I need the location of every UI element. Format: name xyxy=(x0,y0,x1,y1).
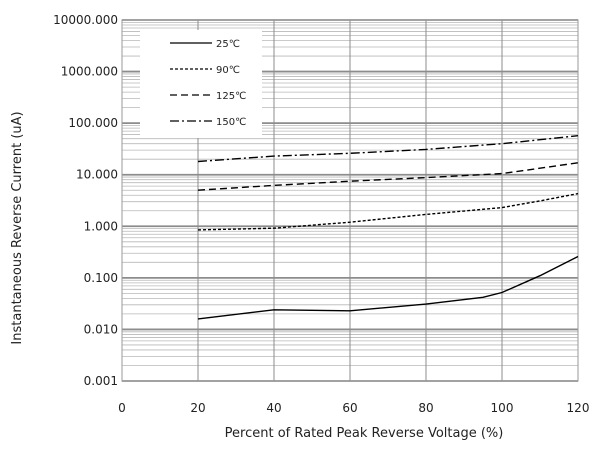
series-line xyxy=(197,192,579,231)
y-tick-label: 0.100 xyxy=(84,271,118,285)
tick-labels: 0.001 0.010 0.100 1.000 10.000 100.000 1000.00… xyxy=(53,13,589,415)
x-tick-label: 80 xyxy=(418,401,433,415)
y-tick-label: 0.001 xyxy=(84,374,118,388)
y-tick-label: 10000.000 xyxy=(53,13,118,27)
legend-label: 25℃ xyxy=(216,39,240,50)
series-layer xyxy=(197,135,579,320)
legend-box xyxy=(140,30,262,138)
y-tick-label: 1.000 xyxy=(84,219,118,233)
legend-label: 90℃ xyxy=(216,65,240,76)
series-line xyxy=(197,135,579,163)
x-tick-label: 20 xyxy=(190,401,205,415)
plot-frame xyxy=(121,19,579,382)
y-tick-label: 10.000 xyxy=(76,168,118,182)
y-tick-label: 100.000 xyxy=(68,116,118,130)
series-line xyxy=(197,162,579,191)
y-tick-label: 1000.000 xyxy=(61,65,118,79)
legend-label: 150℃ xyxy=(216,117,246,128)
x-tick-label: 100 xyxy=(491,401,514,415)
grid-layer xyxy=(121,19,579,382)
legend: 25℃ 90℃ 125℃ 150℃ xyxy=(140,30,262,138)
y-tick-label: 0.010 xyxy=(84,322,118,336)
x-tick-label: 60 xyxy=(342,401,357,415)
series-line xyxy=(197,255,579,320)
x-tick-label: 40 xyxy=(266,401,281,415)
x-tick-label: 120 xyxy=(567,401,590,415)
x-tick-label: 0 xyxy=(118,401,126,415)
legend-label: 125℃ xyxy=(216,91,246,102)
y-axis-title: Instantaneous Reverse Current (uA) xyxy=(10,111,25,344)
x-axis-title: Percent of Rated Peak Reverse Voltage (%… xyxy=(225,426,504,441)
